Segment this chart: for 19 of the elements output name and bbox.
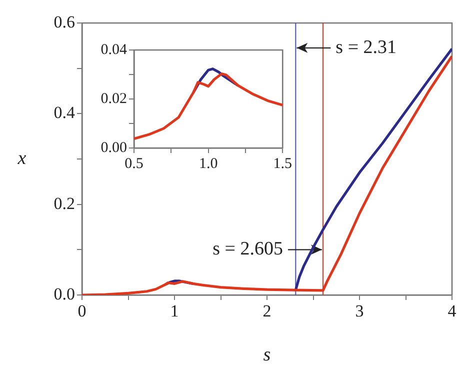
x-tick-label: 1.0 xyxy=(198,156,218,172)
x-tick-label: 1.5 xyxy=(273,156,292,172)
x-tick-label: 0.5 xyxy=(124,156,144,172)
annotation: s = 2.605 xyxy=(212,238,283,260)
x-tick-label: 0 xyxy=(78,302,86,321)
x-tick-label: 4 xyxy=(448,302,457,321)
x-tick-label: 2 xyxy=(262,302,272,321)
y-tick-label: 0.00 xyxy=(100,140,127,156)
y-tick-label: 0.2 xyxy=(54,194,75,213)
annotation: s = 2.31 xyxy=(336,36,397,58)
x-tick-label: 1 xyxy=(170,302,179,321)
y-tick-label: 0.4 xyxy=(54,103,76,122)
y-axis-title: x xyxy=(16,148,27,169)
y-tick-label: 0.0 xyxy=(54,284,75,304)
x-tick-label: 3 xyxy=(355,302,364,321)
y-tick-label: 0.02 xyxy=(100,90,127,107)
y-tick-label: 0.04 xyxy=(100,42,128,58)
x-axis-title: s xyxy=(263,344,271,366)
y-tick-label: 0.6 xyxy=(54,12,75,32)
